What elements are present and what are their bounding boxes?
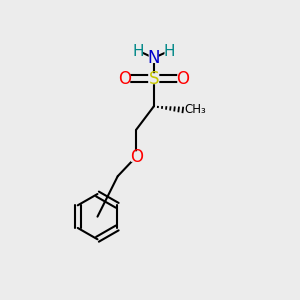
FancyBboxPatch shape bbox=[164, 46, 173, 56]
Text: O: O bbox=[176, 70, 189, 88]
Text: O: O bbox=[130, 148, 143, 166]
Text: H: H bbox=[133, 44, 144, 59]
FancyBboxPatch shape bbox=[148, 73, 159, 84]
Text: S: S bbox=[148, 70, 159, 88]
Text: O: O bbox=[118, 70, 131, 88]
FancyBboxPatch shape bbox=[134, 46, 143, 56]
FancyBboxPatch shape bbox=[119, 74, 130, 84]
FancyBboxPatch shape bbox=[177, 74, 188, 84]
FancyBboxPatch shape bbox=[148, 53, 159, 63]
Text: CH₃: CH₃ bbox=[184, 103, 206, 116]
Text: N: N bbox=[148, 49, 160, 67]
FancyBboxPatch shape bbox=[131, 151, 142, 162]
Text: H: H bbox=[163, 44, 175, 59]
